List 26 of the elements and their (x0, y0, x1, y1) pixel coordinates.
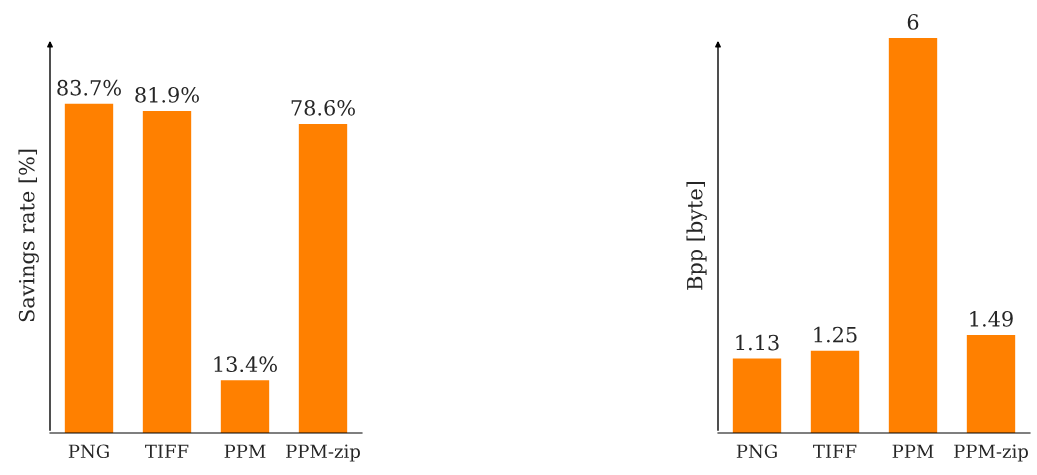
x-tick-label: PNG (68, 444, 109, 459)
data-label: 6 (907, 14, 919, 30)
bar (142, 110, 192, 433)
data-label: 78.6% (291, 99, 355, 116)
x-tick-label: TIFF (813, 444, 857, 458)
bar (64, 103, 114, 433)
data-label: 13.4% (214, 356, 277, 373)
x-tick-label: PPM-zip (286, 444, 360, 462)
y-axis-title: Savings rate [%] (18, 149, 39, 322)
bar (810, 350, 860, 433)
bar (732, 358, 782, 433)
data-label: 1.13 (736, 334, 779, 351)
x-tick-label: PNG (736, 444, 777, 459)
y-axis-title: Bpp [byte] (686, 181, 707, 290)
bar (888, 38, 938, 433)
bar (966, 334, 1016, 433)
x-tick-label: PPM-zip (954, 444, 1028, 462)
data-label: 81.9% (135, 86, 199, 103)
data-label: 1.49 (970, 310, 1013, 327)
data-label: 1.25 (814, 326, 857, 343)
data-label: 83.7% (57, 79, 121, 96)
x-tick-label: PPM (892, 444, 934, 458)
bar (220, 380, 270, 433)
x-tick-label: PPM (224, 444, 266, 458)
bar (298, 123, 348, 433)
x-tick-label: TIFF (145, 444, 189, 458)
